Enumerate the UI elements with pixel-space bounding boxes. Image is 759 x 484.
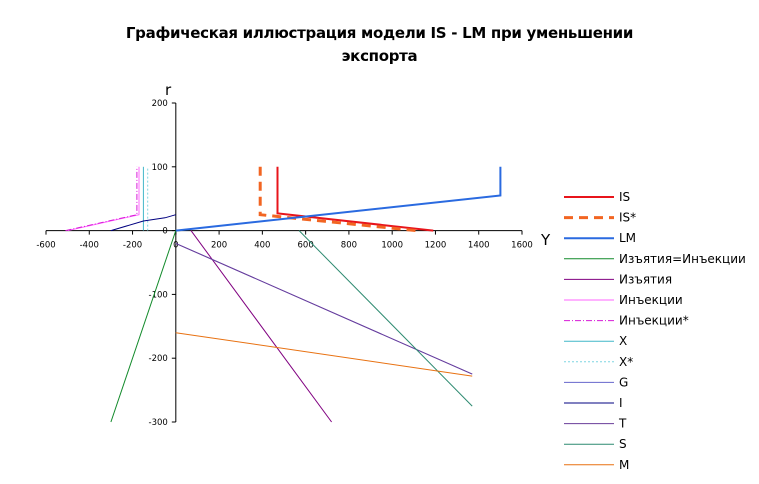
y-tick-label: 200 xyxy=(152,99,168,109)
legend-label: T xyxy=(618,417,627,431)
x-tick-label: 200 xyxy=(211,241,227,251)
legend-label: Инъекции* xyxy=(619,314,689,328)
series-line-6 xyxy=(67,166,140,232)
y-tick-label: -100 xyxy=(149,290,168,300)
series-line-1 xyxy=(276,166,434,232)
series-line-5 xyxy=(190,230,333,423)
legend: ISIS*LMИзъятия=ИнъекцииИзъятияИнъекцииИн… xyxy=(564,190,746,472)
x-tick-label: -400 xyxy=(80,241,99,251)
y-axis-label: r xyxy=(165,81,172,99)
series-line-4 xyxy=(110,230,177,423)
legend-label: Изъятия=Инъекции xyxy=(619,252,746,266)
chart-title-line1: Графическая иллюстрация модели IS - LM п… xyxy=(125,24,634,42)
axes: -600 -400 -200 0 200 400 600 800 1000 1200 1400 160… xyxy=(36,81,551,428)
plot-area xyxy=(65,166,502,423)
series-line-3 xyxy=(175,166,502,232)
x-tick-label: 1400 xyxy=(468,241,490,251)
series-line-14 xyxy=(175,332,473,377)
legend-label: M xyxy=(619,458,629,472)
x-tick-label: 0 xyxy=(173,241,178,251)
x-tick-label: 1000 xyxy=(381,241,403,251)
legend-label: X* xyxy=(619,355,633,369)
legend-label: G xyxy=(619,375,628,389)
x-axis-label: Y xyxy=(540,231,551,249)
legend-label: X xyxy=(619,334,627,348)
legend-label: IS* xyxy=(619,211,636,225)
y-tick-label: -300 xyxy=(149,418,168,428)
legend-label: IS xyxy=(619,190,630,204)
legend-label: LM xyxy=(619,231,636,245)
legend-label: I xyxy=(619,396,623,410)
legend-label: Изъятия xyxy=(619,272,672,286)
series-line-13 xyxy=(298,230,473,407)
y-tick-label: -200 xyxy=(149,354,168,364)
x-tick-label: 1600 xyxy=(511,241,533,251)
x-tick-label: 600 xyxy=(298,241,314,251)
series-line-7 xyxy=(65,166,138,232)
x-tick-label: -600 xyxy=(36,241,55,251)
series-line-12 xyxy=(175,242,473,375)
series-line-2 xyxy=(258,166,417,233)
x-tick-label: 800 xyxy=(341,241,357,251)
legend-label: S xyxy=(619,437,627,451)
y-tick-label: 100 xyxy=(152,163,168,173)
y-tick-label: 0 xyxy=(162,227,167,237)
x-tick-label: -200 xyxy=(123,241,142,251)
x-tick-label: 400 xyxy=(254,241,270,251)
legend-label: Инъекции xyxy=(619,293,683,307)
series-line-11 xyxy=(110,214,176,232)
x-tick-label: 1200 xyxy=(425,241,447,251)
chart-title-line2: экспорта xyxy=(341,47,418,65)
